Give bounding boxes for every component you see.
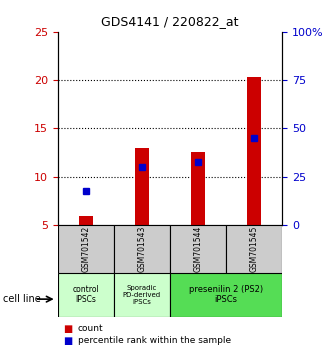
Bar [58, 273, 114, 317]
Bar [191, 153, 205, 225]
Bar [114, 273, 170, 317]
Text: GSM701543: GSM701543 [137, 225, 147, 272]
Text: percentile rank within the sample: percentile rank within the sample [78, 336, 231, 345]
Text: GSM701544: GSM701544 [193, 225, 203, 272]
Text: cell line: cell line [3, 294, 41, 304]
Bar [226, 225, 282, 273]
Text: count: count [78, 324, 103, 333]
Bar [114, 225, 170, 273]
Bar [58, 225, 114, 273]
Bar [247, 77, 261, 225]
Text: Sporadic
PD-derived
iPSCs: Sporadic PD-derived iPSCs [123, 285, 161, 305]
Text: GSM701542: GSM701542 [81, 225, 90, 272]
Bar [170, 273, 282, 317]
Text: ■: ■ [63, 324, 72, 333]
Bar [170, 225, 226, 273]
Bar [79, 216, 93, 225]
Text: GSM701545: GSM701545 [249, 225, 259, 272]
Text: presenilin 2 (PS2)
iPSCs: presenilin 2 (PS2) iPSCs [189, 285, 263, 304]
Text: ■: ■ [63, 336, 72, 346]
Bar [135, 148, 149, 225]
Text: control
IPSCs: control IPSCs [72, 285, 99, 304]
Title: GDS4141 / 220822_at: GDS4141 / 220822_at [101, 15, 239, 28]
